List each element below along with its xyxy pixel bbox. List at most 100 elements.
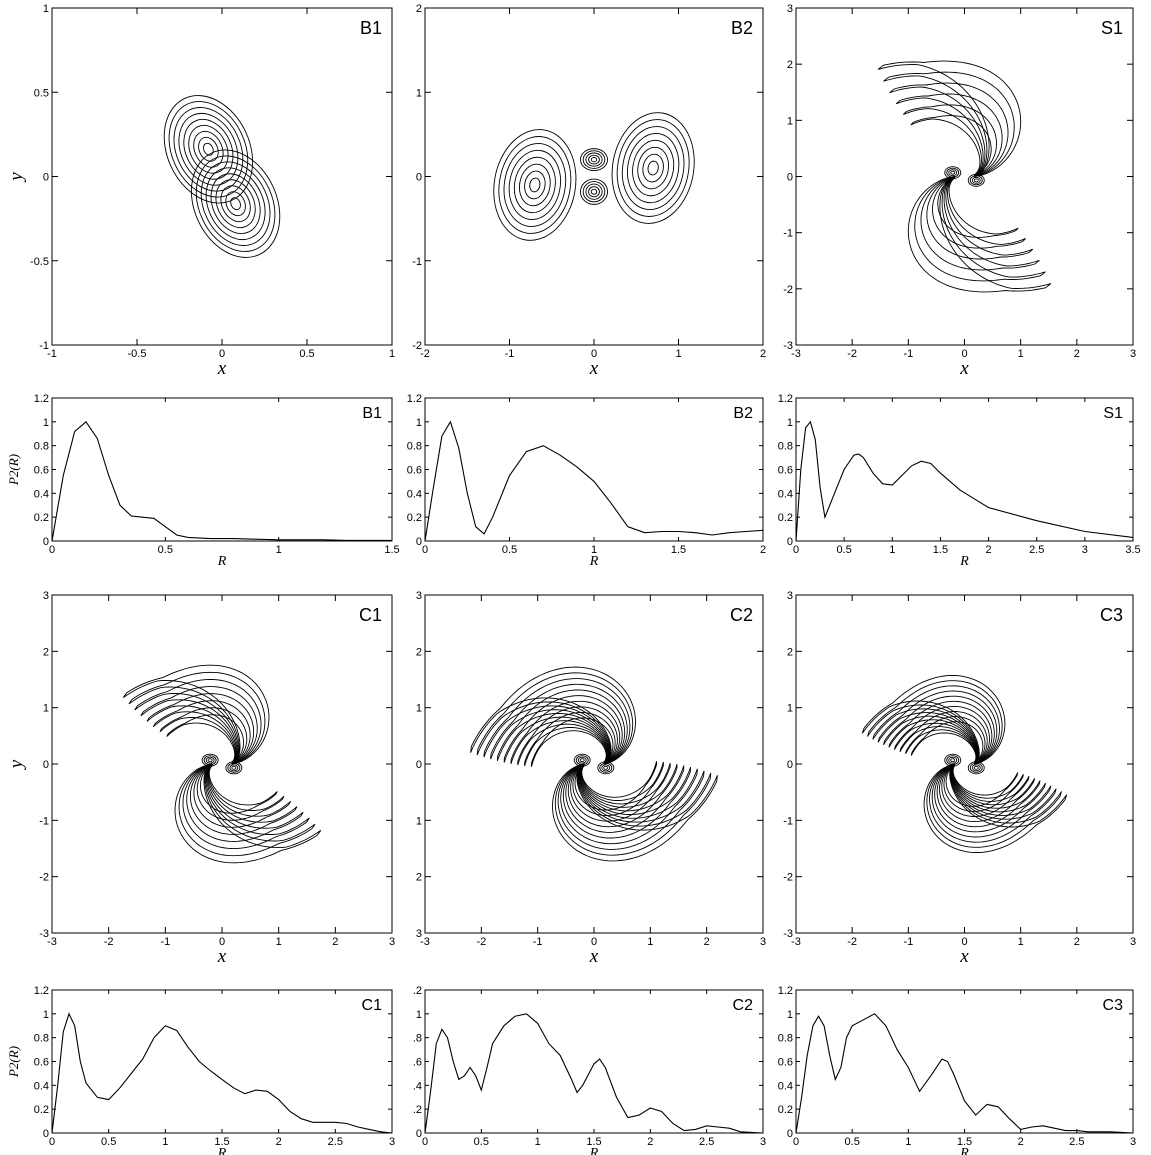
B1-contour-line (168, 101, 249, 198)
B1-contour-line (210, 173, 261, 235)
C3-frame (795, 594, 1134, 934)
C3-panel-label: C3 (1100, 605, 1123, 625)
B2-profile-xtick-label: 0.5 (502, 544, 517, 556)
C1-contour-line (122, 664, 270, 765)
B1-xtick-label: -0.5 (128, 348, 147, 360)
C3-ytick-label: 3 (787, 590, 793, 602)
C1-profile-ytick-label: 1 (43, 1009, 49, 1021)
C3-profile-xtick-label: 0.5 (845, 1136, 860, 1148)
C1-profile-xtick-label: 2.5 (328, 1136, 343, 1148)
S1-profile-xtick-label: 1.5 (933, 544, 948, 556)
C2-contour-line (476, 672, 634, 765)
C2-core-contour (577, 756, 587, 764)
C2-core-contour (601, 764, 611, 772)
C2-contour-line (565, 764, 685, 833)
C3-contour-line (923, 763, 1068, 853)
C2-profile-xtick-label: 1.5 (586, 1136, 601, 1148)
C3-core-contour (950, 758, 956, 763)
line-panel-C2-profile: 0 0.5 1 1.5 2 2.5 3 0 .2 .4 .6 .8 1 .2 C2 R (413, 985, 766, 1155)
C3-core-contour (948, 756, 958, 764)
C1-xlabel: x (217, 946, 227, 967)
B2-contour-line (647, 160, 659, 176)
C3-xtick-label: 1 (1018, 936, 1024, 948)
C3-contour-line (939, 764, 1036, 823)
B1-contour-line (188, 124, 229, 174)
C1-contour-line (186, 764, 304, 842)
C3-xtick-label: -3 (791, 936, 801, 948)
S1-core-contour (973, 178, 979, 183)
C3-contour-line (893, 705, 990, 764)
C2-xtick-label: 1 (647, 936, 653, 948)
B1-contour-line (173, 107, 244, 192)
C1-profile-panel-label: C1 (362, 997, 383, 1014)
C2-contour-line (530, 717, 614, 767)
C3-profile-panel-label: C3 (1103, 997, 1124, 1014)
C3-profile-ytick-label: 1 (787, 1009, 793, 1021)
B2-contour-line (582, 150, 606, 169)
C1-profile-xtick-label: 3 (389, 1136, 395, 1148)
S1-contours (877, 60, 1052, 293)
C2-contour-line (560, 763, 698, 845)
B2-xtick-label: 1 (675, 348, 681, 360)
S1-xlabel: x (959, 358, 969, 379)
B1-ytick-label: 0 (43, 172, 49, 184)
B2-contour-line (616, 119, 690, 217)
B2-contour-line (621, 126, 685, 211)
B1-profile-ytick-label: 1 (43, 417, 49, 429)
C3-contour-line (931, 763, 1052, 838)
S1-ytick-label: 1 (787, 115, 793, 127)
line-panel-B2-profile: 0 0.5 1 1.5 2 0 0.2 0.4 0.6 0.8 1 1.2 B2 R (407, 393, 766, 569)
C2-profile-ytick-label: 1 (416, 1009, 422, 1021)
B1-contour-line (230, 197, 241, 211)
C2-panel-label: C2 (730, 605, 753, 625)
S1-profile-ytick-label: 0.2 (778, 512, 793, 524)
S1-profile-xtick-label: 3.5 (1125, 544, 1140, 556)
C2-xtick-label: 3 (760, 936, 766, 948)
S1-contour-line (937, 177, 1019, 238)
B2-contour-line (529, 177, 541, 193)
B2-profile-xlabel: R (589, 554, 599, 569)
S1-contour-line (910, 115, 992, 176)
S1-profile-xlabel: R (959, 554, 969, 569)
B1-contour-line (225, 191, 246, 217)
contour-panel-C3: -3 -2 -1 0 1 2 3 -3 -2 -1 0 1 2 3 C3 x (783, 590, 1136, 967)
C2-contour-line (574, 761, 658, 811)
C3-contour-line (945, 764, 1019, 807)
C2-contours (470, 666, 718, 862)
B1-xlabel: x (217, 358, 227, 379)
C3-profile-series-line (795, 1013, 1134, 1134)
C2-contour-line (470, 666, 636, 765)
C1-xtick-label: 3 (389, 936, 395, 948)
C2-frame (424, 594, 764, 934)
B1-profile-ytick-label: 0.2 (34, 512, 49, 524)
C1-contour-line (189, 764, 298, 835)
S1-profile-xtick-label: 0.5 (836, 544, 851, 556)
C1-core-contour (225, 761, 243, 775)
C1-ytick-label: -1 (39, 815, 49, 827)
S1-profile-ytick-label: 1 (787, 417, 793, 429)
B2-profile-ytick-label: 0.4 (407, 488, 422, 500)
C3-profile-xtick-label: 3 (1130, 1136, 1136, 1148)
S1-profile-frame (795, 397, 1134, 542)
C1-contour-line (199, 764, 278, 814)
C3-contour-line (861, 675, 1006, 765)
S1-core-contour (967, 173, 985, 187)
C3-xtick-label: 2 (1074, 936, 1080, 948)
B2-contour-line (508, 149, 561, 221)
B2-contour-line (524, 170, 546, 200)
C1-panel-label: C1 (359, 605, 382, 625)
C3-profile-xtick-label: 0 (793, 1136, 799, 1148)
contour-panel-S1: -3 -2 -1 0 1 2 3 -3 -2 -1 0 1 2 3 S1 x (783, 3, 1136, 379)
C1-contour-line (166, 714, 245, 764)
B1-xtick-label: 0.5 (299, 348, 314, 360)
C2-contour-line (483, 678, 631, 765)
C2-profile-series-line (424, 1013, 764, 1134)
C1-xtick-label: -2 (104, 936, 114, 948)
B2-contour-line (642, 153, 664, 183)
B2-contour-line (588, 154, 600, 165)
B1-contour-line (183, 118, 234, 180)
B1-profile-ylabel: P2(R) (6, 454, 21, 486)
B2-profile-series-line (424, 420, 764, 542)
C3-contour-line (934, 763, 1046, 833)
S1-ytick-label: -1 (783, 228, 793, 240)
